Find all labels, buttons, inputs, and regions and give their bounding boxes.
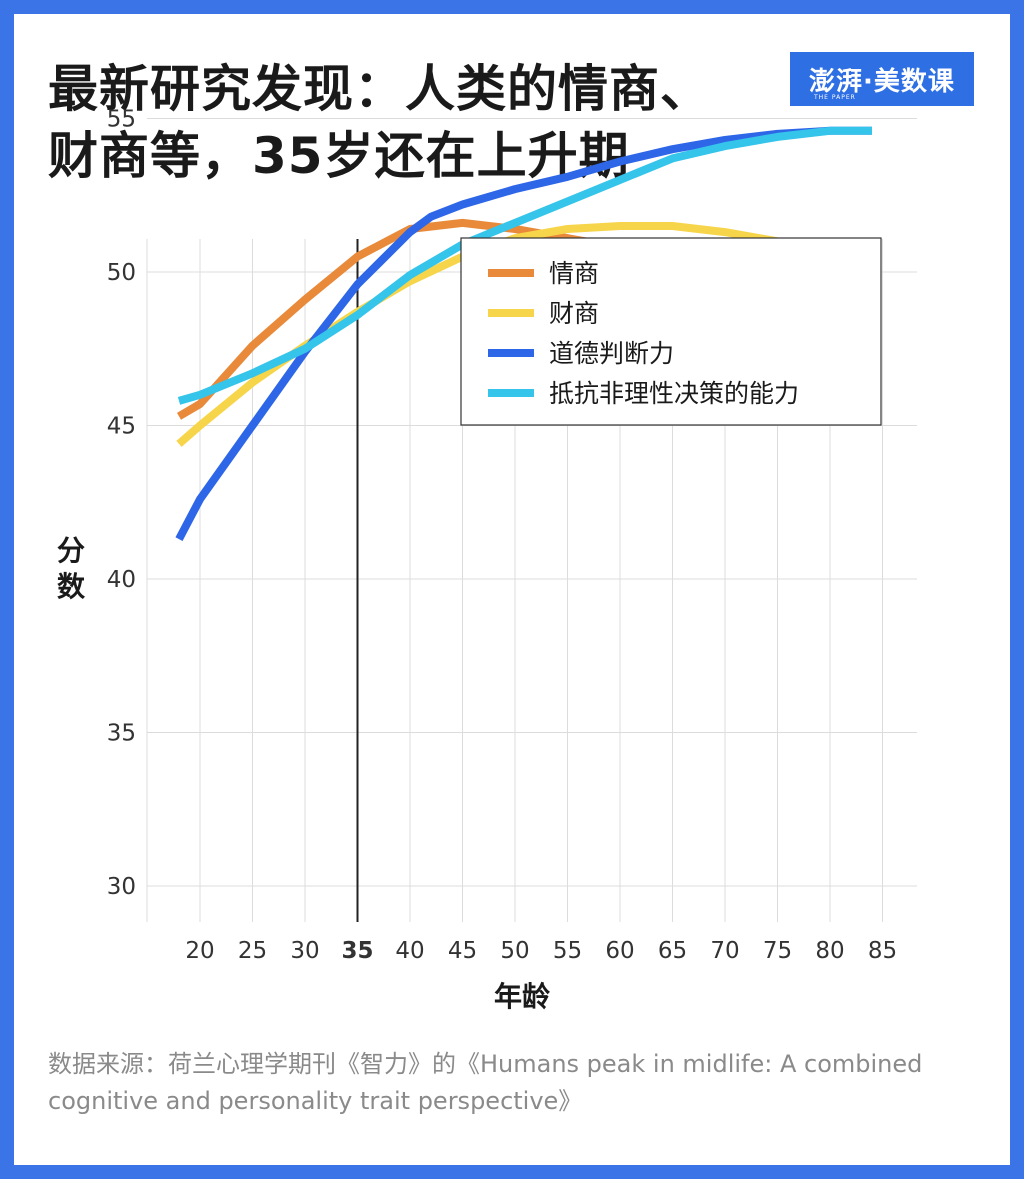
x-tick-label: 75 — [763, 938, 792, 964]
x-tick-label: 25 — [238, 938, 267, 964]
x-tick-label: 65 — [658, 938, 687, 964]
x-tick-label: 45 — [448, 938, 477, 964]
title-line-2: 财商等，35岁还在上升期 — [48, 127, 630, 185]
y-tick-label: 50 — [107, 260, 136, 286]
page-title: 最新研究发现：人类的情商、 财商等，35岁还在上升期 — [48, 56, 788, 190]
title-line-1: 最新研究发现：人类的情商、 — [48, 60, 711, 118]
brand-logo-subtext: THE PAPER — [814, 94, 856, 101]
legend-label: 道德判断力 — [549, 339, 674, 368]
chart-series — [175, 126, 875, 541]
data-source-note: 数据来源：荷兰心理学期刊《智力》的《Humans peak in midlife… — [48, 1050, 923, 1115]
y-tick-label: 30 — [107, 874, 136, 900]
infographic-card: 最新研究发现：人类的情商、 财商等，35岁还在上升期 澎湃·美数课 THE PA… — [14, 14, 1010, 1165]
brand-logo-text: 澎湃·美数课 — [809, 66, 955, 97]
x-tick-label: 70 — [710, 938, 739, 964]
y-tick-label: 35 — [107, 721, 136, 747]
brand-logo: 澎湃·美数课 — [790, 52, 974, 106]
x-tick-label: 40 — [395, 938, 424, 964]
x-tick-label: 30 — [290, 938, 319, 964]
x-tick-label: 80 — [815, 938, 844, 964]
legend-label: 情商 — [549, 259, 599, 288]
y-tick-label: 55 — [107, 107, 136, 133]
series-line — [177, 126, 872, 405]
x-axis-title: 年龄 — [494, 980, 551, 1013]
x-tick-label: 85 — [868, 938, 897, 964]
series-line — [175, 126, 872, 541]
x-tick-label: 60 — [605, 938, 634, 964]
legend-label: 财商 — [549, 299, 599, 328]
y-tick-label: 40 — [107, 567, 136, 593]
x-tick-label: 50 — [500, 938, 529, 964]
chart-grid — [146, 118, 917, 922]
legend-label: 抵抗非理性决策的能力 — [549, 379, 799, 408]
line-chart: 20 25 30 35 40 45 50 55 60 65 70 75 80 85 30 35 40 45 50 55… — [57, 107, 917, 1014]
y-axis-title: 数 — [57, 570, 86, 603]
chart-axes: 20 25 30 35 40 45 50 55 60 65 70 75 80 85 30 35 40 45 50 55… — [57, 107, 897, 1014]
x-tick-label: 55 — [553, 938, 582, 964]
x-tick-label: 35 — [341, 938, 373, 964]
y-tick-label: 45 — [107, 414, 136, 440]
x-tick-label: 20 — [185, 938, 214, 964]
y-axis-title: 分 — [57, 534, 85, 567]
